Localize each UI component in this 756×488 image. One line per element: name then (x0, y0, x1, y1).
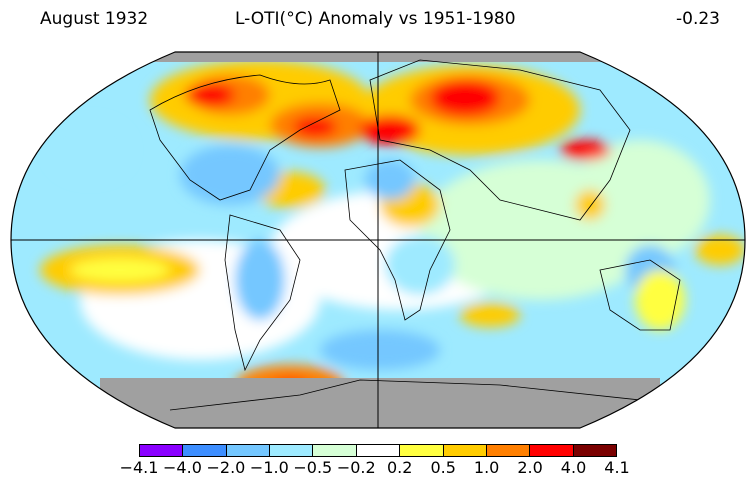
anomaly-region (385, 235, 455, 295)
colorbar-tick-label: −4.0 (163, 458, 202, 477)
global-mean-value: -0.23 (676, 9, 720, 29)
colorbar-swatch (313, 445, 357, 456)
anomaly-region (50, 120, 130, 180)
colorbar-swatch (183, 445, 227, 456)
colorbar-tick-label: 1.0 (473, 458, 500, 477)
colorbar-swatch (140, 445, 184, 456)
colorbar-swatch (226, 445, 271, 456)
anomaly-region (635, 270, 685, 330)
colorbar-tick-label: −0.2 (336, 458, 376, 477)
colorbar-tick-label: 4.1 (604, 458, 630, 477)
anomaly-region (360, 115, 420, 145)
map-title: L-OTI(°C) Anomaly vs 1951-1980 (235, 9, 516, 29)
anomaly-map (10, 51, 746, 429)
map-outline (10, 51, 746, 429)
coastlines (149, 59, 681, 411)
anomaly-region (575, 190, 605, 220)
colorbar-tick-label: 0.2 (386, 458, 413, 477)
colorbar-swatch (400, 445, 444, 456)
colorbar-tick-label: 4.0 (560, 458, 587, 477)
anomaly-region (293, 117, 337, 137)
antarctica-missing (100, 378, 660, 428)
colorbar (139, 444, 617, 457)
colorbar-tick-label: 0.5 (430, 458, 456, 477)
anomaly-region (180, 145, 280, 205)
colorbar-tick-label: −0.5 (293, 458, 333, 477)
anomaly-region (235, 240, 285, 320)
anomaly-region (695, 235, 745, 265)
anomaly-region (570, 140, 710, 260)
colorbar-swatch (356, 445, 401, 456)
colorbar-swatch (530, 445, 574, 456)
anomaly-region (70, 258, 170, 282)
colorbar-tick-label: −4.1 (119, 458, 159, 477)
arctic-missing (100, 52, 660, 62)
date-label: August 1932 (40, 9, 149, 29)
colorbar-swatch (486, 445, 531, 456)
anomaly-region (430, 80, 500, 116)
anomaly-region (320, 330, 440, 370)
anomaly-region (560, 140, 610, 160)
colorbar-swatch (270, 445, 314, 456)
colorbar-tick-label: 2.0 (517, 458, 543, 477)
colorbar-tick-label: −2.0 (206, 458, 246, 477)
anomaly-region (460, 303, 520, 327)
colorbar-swatch (443, 445, 487, 456)
colorbar-tick-label: −1.0 (249, 458, 289, 477)
colorbar-swatch (573, 445, 616, 456)
anomaly-region (185, 83, 235, 107)
